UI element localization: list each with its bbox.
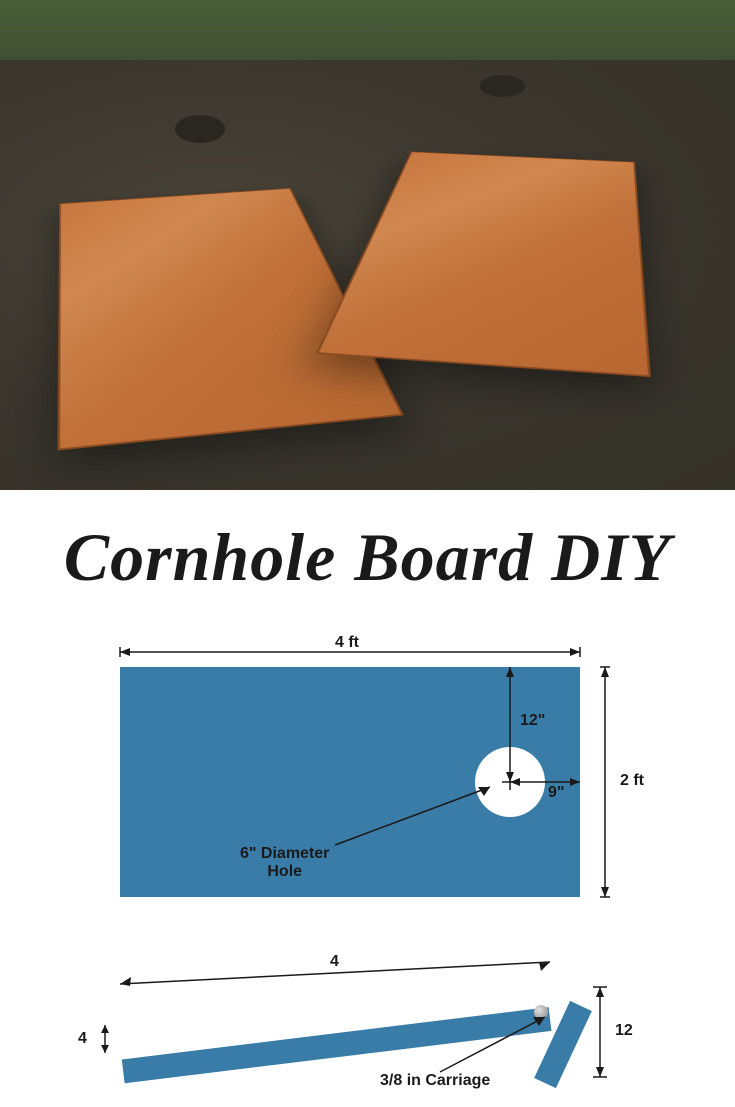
- page-title: Cornhole Board DIY: [0, 518, 735, 597]
- dim-line-height: [595, 667, 615, 897]
- dim-label-hole-top: 12": [520, 712, 545, 730]
- dim-line-hole-right: [510, 772, 580, 792]
- callout-arrow-bolt: [430, 1012, 550, 1077]
- callout-arrow-hole: [335, 782, 495, 852]
- dim-label-back-height: 12: [615, 1022, 633, 1040]
- dim-line-front-height: [95, 1025, 115, 1053]
- dim-label-width: 4 ft: [335, 634, 359, 652]
- dim-line-hole-top: [500, 667, 520, 782]
- dim-label-side-length: 4: [330, 953, 339, 971]
- diagram-board-side-view: [100, 977, 630, 1087]
- hole-center-mark: [500, 772, 520, 792]
- dim-label-hole-right: 9": [548, 784, 564, 802]
- diagram-section: 4 ft 2 ft 12" 9" 6" Diameter Hole: [0, 617, 735, 1107]
- dim-line-back-height: [590, 987, 610, 1077]
- dim-label-front-height: 4: [78, 1030, 87, 1048]
- dim-label-bolt: 3/8 in Carriage: [380, 1072, 490, 1090]
- photo-cornhole-boards: [0, 0, 735, 490]
- dim-label-height: 2 ft: [620, 772, 644, 790]
- title-section: Cornhole Board DIY: [0, 490, 735, 617]
- dim-label-hole-diameter: 6" Diameter Hole: [240, 845, 329, 881]
